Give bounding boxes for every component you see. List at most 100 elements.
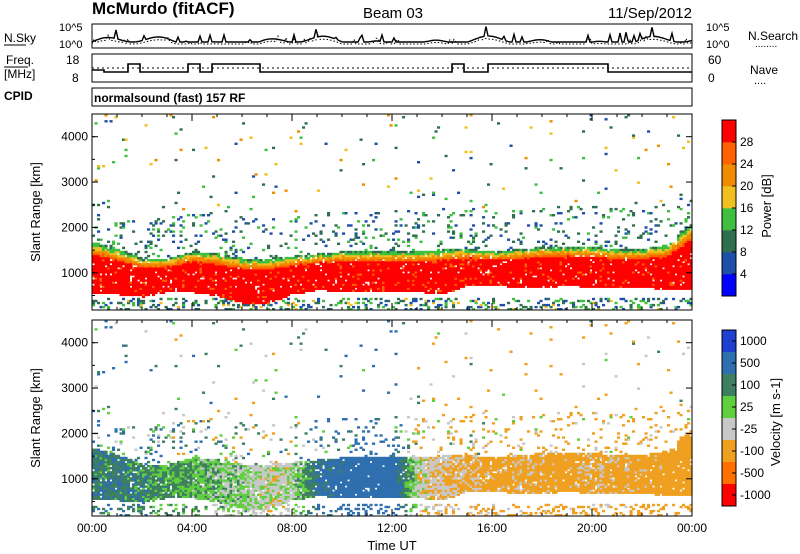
power-cell [429,287,433,290]
power-cell [417,218,421,221]
power-cell [204,261,208,264]
power-cell [559,283,563,286]
power-cell [537,246,541,250]
power-cell [377,261,381,264]
power-cell [409,287,413,290]
power-cell [352,238,356,241]
power-cell [537,285,541,288]
power-cell [469,261,473,264]
power-cell [362,275,366,278]
power-cell [499,252,503,256]
power-cell [157,234,161,237]
power-cell [524,252,528,256]
power-cell [282,273,286,276]
power-cell [179,289,183,292]
power-cell [179,240,183,243]
power-cell [549,120,553,123]
power-cell [332,285,336,288]
power-cell [182,281,186,284]
power-cell [422,256,426,260]
power-cell [379,289,383,292]
power-cell [472,275,476,278]
power-cell [122,226,126,229]
power-cell [369,275,373,278]
power-cell [112,248,116,252]
power-cell [582,242,586,245]
power-cell [519,271,523,274]
power-cell [179,277,183,280]
power-cell [137,275,141,278]
power-cell [492,261,496,264]
power-cell [167,283,171,286]
power-cell [449,265,453,268]
power-cell [97,248,101,252]
power-cell [432,285,436,288]
power-cell [472,271,476,274]
power-cell [444,291,448,294]
power-cell [442,259,446,262]
power-cell [344,269,348,272]
power-cell [454,273,458,276]
power-cell [519,263,523,266]
power-cell [582,130,586,133]
power-cell [329,263,333,266]
power-cell [497,273,501,276]
power-cell [394,250,398,254]
power-cell [202,275,206,278]
power-cell [97,281,101,284]
power-cell [317,267,321,270]
power-cell [122,263,126,266]
power-cell [119,291,123,294]
power-cell [252,299,256,303]
power-cell [419,252,423,256]
power-cell [274,265,278,268]
power-cell [379,234,383,237]
power-cell [229,263,233,266]
power-cell [229,283,233,286]
power-cell [407,261,411,264]
power-cell [542,246,546,250]
power-cell [312,256,316,260]
power-cell [109,283,113,286]
power-cell [104,271,108,274]
power-cell [209,269,213,272]
power-cell [182,256,186,260]
power-cell [219,283,223,286]
power-cell [432,191,436,194]
power-cell [567,283,571,286]
power-cell [577,275,581,278]
power-cell [229,299,233,303]
power-cell [169,271,173,274]
power-cell [267,281,271,284]
power-cell [112,291,116,294]
power-cell [359,254,363,258]
power-cell [267,287,271,290]
power-cell [564,277,568,280]
power-cell [217,275,221,278]
power-cell [367,265,371,268]
power-cell [357,289,361,292]
power-cell [427,256,431,260]
power-cell [592,273,596,276]
power-cell [414,256,418,260]
power-cell [467,252,471,256]
power-cell [469,265,473,268]
power-cell [437,308,441,311]
power-cell [254,301,258,305]
power-cell [269,295,273,299]
power-cell [542,254,546,258]
power-cell [577,232,581,235]
power-cell [274,254,278,258]
power-cell [364,263,368,266]
power-cell [464,263,468,266]
power-cell [202,285,206,288]
power-cell [377,285,381,288]
power-cell [449,277,453,280]
power-cell [159,267,163,270]
power-cell [279,261,283,264]
power-cell [237,289,241,292]
power-cell [352,250,356,254]
power-cell [94,273,98,276]
power-cell [274,301,278,305]
power-cell [114,222,118,225]
